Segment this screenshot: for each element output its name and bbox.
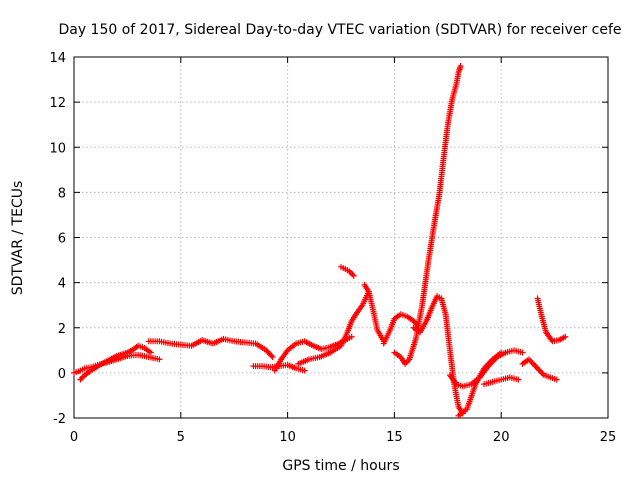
x-tick-label: 10 <box>279 430 296 445</box>
x-axis-title: GPS time / hours <box>282 458 399 474</box>
grid <box>74 57 608 418</box>
y-tick-label: 0 <box>58 367 66 382</box>
x-tick-label: 25 <box>600 430 617 445</box>
data-point <box>301 367 308 374</box>
data-point <box>268 352 275 359</box>
data-point <box>147 349 154 356</box>
data-point <box>457 63 464 70</box>
series-trace-p <box>534 295 569 345</box>
y-tick-label: 10 <box>49 141 66 156</box>
series-trace-j <box>391 63 464 367</box>
x-tick-label: 20 <box>493 430 510 445</box>
y-tick-label: 8 <box>58 186 66 201</box>
data-point <box>519 349 526 356</box>
series-trace-n <box>481 374 522 388</box>
data-point <box>562 333 569 340</box>
data-marks <box>71 63 569 419</box>
y-tick-label: 4 <box>58 277 66 292</box>
chart-title: Day 150 of 2017, Sidereal Day-to-day VTE… <box>58 22 621 38</box>
series-trace-h <box>361 281 387 345</box>
data-point <box>348 333 355 340</box>
series-trace-c <box>145 336 276 361</box>
series-trace-f <box>295 288 372 367</box>
data-point <box>553 376 560 383</box>
data-point <box>269 354 276 361</box>
x-tick-label: 5 <box>177 430 185 445</box>
series-trace-e <box>271 333 355 374</box>
data-point <box>531 361 538 368</box>
data-point <box>515 376 522 383</box>
y-axis-title: SDTVAR / TECUs <box>10 181 26 296</box>
x-tick-label: 15 <box>386 430 403 445</box>
series-trace-g <box>338 263 357 279</box>
axis-ticks: 0 5 10 15 20 25 -2 0 2 4 6 8 10 12 14 <box>49 51 616 445</box>
y-tick-label: 14 <box>49 51 66 66</box>
series-trace-o <box>519 356 560 383</box>
data-point <box>350 272 357 279</box>
y-tick-label: 6 <box>58 232 66 247</box>
data-point <box>156 356 163 363</box>
series-trace-b <box>77 342 154 383</box>
y-tick-label: -2 <box>53 412 66 427</box>
y-tick-label: 2 <box>58 322 66 337</box>
y-tick-label: 12 <box>49 96 66 111</box>
series-trace-m <box>446 347 526 390</box>
x-tick-label: 0 <box>70 430 78 445</box>
